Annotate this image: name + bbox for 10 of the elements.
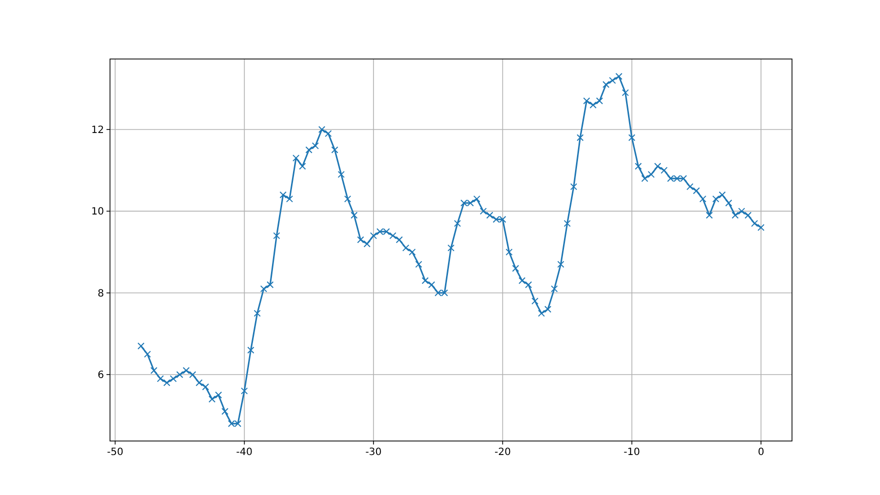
x-tick-label: -50 (106, 447, 124, 458)
x-tick-label: -20 (494, 447, 511, 458)
y-tick-label: 12 (91, 124, 104, 136)
y-tick-label: 6 (98, 370, 104, 382)
x-tick-label: -10 (624, 447, 640, 458)
y-tick-label: 10 (91, 206, 104, 218)
x-tick-label: 0 (758, 447, 764, 458)
x-tick-label: -30 (365, 447, 382, 458)
y-tick-label: 8 (98, 288, 104, 300)
x-tick-label: -40 (236, 447, 253, 458)
